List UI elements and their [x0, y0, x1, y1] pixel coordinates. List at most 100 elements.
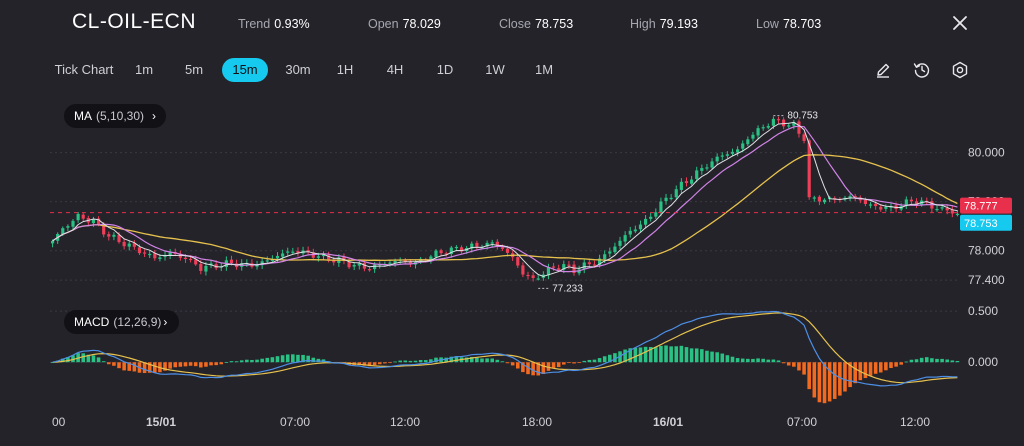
candle-body [373, 264, 377, 270]
macd-histogram-bar [199, 362, 203, 368]
candle-body [536, 278, 540, 280]
macd-histogram-bar [495, 359, 500, 363]
macd-histogram-bar [469, 357, 474, 363]
timeframe-15m[interactable]: 15m [222, 58, 268, 82]
macd-histogram-bar [444, 357, 448, 363]
macd-indicator-name: MACD [74, 315, 110, 329]
time-axis-tick-label: 16/01 [653, 415, 683, 429]
timeframe-1h[interactable]: 1H [336, 62, 354, 77]
candle-body [229, 259, 234, 264]
macd-histogram-bar [909, 359, 914, 363]
timeframe-4h[interactable]: 4H [386, 62, 404, 77]
time-axis-tick-label: 15/01 [146, 415, 176, 429]
candle-body [137, 247, 142, 254]
time-axis-tick-label: 18:00 [522, 415, 552, 429]
candle-body [470, 243, 474, 249]
macd-histogram-bar [878, 362, 883, 373]
timeframe-1m[interactable]: 1M [534, 62, 554, 77]
macd-histogram-bar [536, 362, 541, 376]
macd-histogram-bar [96, 357, 101, 363]
high-annotation: 80.753 [787, 111, 818, 122]
candle-body [868, 204, 873, 206]
candle-body [690, 179, 694, 184]
macd-histogram-bar [280, 355, 285, 363]
macd-histogram-bar [710, 351, 714, 363]
macd-histogram-bar [393, 361, 397, 363]
candle-body [848, 196, 852, 198]
macd-histogram-bar [623, 349, 627, 363]
macd-histogram-bar [873, 362, 878, 374]
macd-histogram-bar [464, 357, 469, 363]
candle-body [572, 264, 576, 274]
high-value: 79.193 [659, 17, 698, 31]
candle-body [61, 228, 65, 235]
macd-histogram-bar [827, 362, 832, 402]
candle-body [362, 262, 366, 269]
time-axis-tick-label: 00 [52, 415, 66, 429]
close-icon[interactable] [950, 13, 970, 33]
candle-body [107, 234, 111, 237]
low-annotation: 77.233 [552, 283, 583, 294]
close-stat: Close 78.753 [499, 17, 574, 31]
price-axis-tick-label: 78.000 [968, 244, 1005, 258]
macd-indicator-params: (12,26,9) [113, 315, 162, 329]
candle-body [628, 230, 632, 235]
candle-body [357, 263, 361, 266]
candle-body [132, 243, 136, 247]
timeframe-30m[interactable]: 30m [285, 62, 311, 77]
candle-body [117, 234, 121, 243]
macd-histogram-bar [838, 362, 842, 396]
candle-body [664, 197, 668, 202]
candle-body [291, 251, 295, 253]
macd-histogram-bar [239, 360, 244, 363]
candle-body [270, 259, 274, 261]
candle-body [700, 168, 704, 171]
price-tag-label: 78.753 [964, 218, 998, 230]
macd-histogram-bar [613, 353, 617, 363]
macd-histogram-bar [771, 359, 776, 363]
macd-histogram-bar [291, 354, 295, 363]
macd-histogram-bar [285, 354, 290, 363]
macd-histogram-bar [766, 359, 771, 363]
macd-histogram-bar [117, 362, 121, 369]
timeframe-1w[interactable]: 1W [485, 62, 505, 77]
candle-body [863, 199, 868, 204]
macd-histogram-bar [316, 358, 321, 363]
close-value: 78.753 [534, 17, 574, 31]
candle-body [562, 264, 566, 270]
macd-histogram-bar [372, 362, 377, 366]
macd-histogram-bar [817, 362, 822, 403]
timeframe-5m[interactable]: 5m [184, 62, 204, 77]
price-axis-tick-label: 80.000 [968, 146, 1005, 160]
candle-body [787, 125, 791, 127]
macd-histogram-bar [669, 346, 673, 363]
macd-histogram-bar [449, 356, 454, 363]
macd-histogram-bar [812, 362, 817, 398]
candle-body [148, 253, 152, 256]
candle-body [286, 251, 290, 253]
history-icon[interactable] [912, 60, 932, 80]
ma-indicator-pill[interactable]: MA (5,10,30) › [64, 104, 167, 128]
time-axis-tick-label: 07:00 [280, 415, 310, 429]
candle-body [633, 229, 637, 232]
candle-body [659, 201, 663, 213]
macd-histogram-bar [843, 362, 847, 392]
pencil-icon[interactable] [873, 60, 893, 80]
macd-histogram-bar [127, 362, 132, 371]
timeframe-1m[interactable]: 1m [134, 62, 154, 77]
macd-histogram-bar [567, 362, 571, 364]
candle-body [567, 264, 571, 266]
price-tag [960, 197, 1012, 214]
candle-body [444, 253, 448, 255]
timeframe-tick-chart[interactable]: Tick Chart [54, 62, 114, 77]
macd-histogram-bar [153, 362, 157, 373]
timeframe-1d[interactable]: 1D [436, 62, 454, 77]
candle-body [904, 199, 908, 206]
settings-icon[interactable] [950, 60, 970, 80]
macd-histogram-bar [219, 362, 224, 365]
macd-signal-line [52, 312, 958, 384]
macd-indicator-pill[interactable]: MACD (12,26,9) › [64, 310, 180, 334]
candle-body [352, 264, 356, 267]
chevron-right-icon: › [163, 315, 168, 329]
